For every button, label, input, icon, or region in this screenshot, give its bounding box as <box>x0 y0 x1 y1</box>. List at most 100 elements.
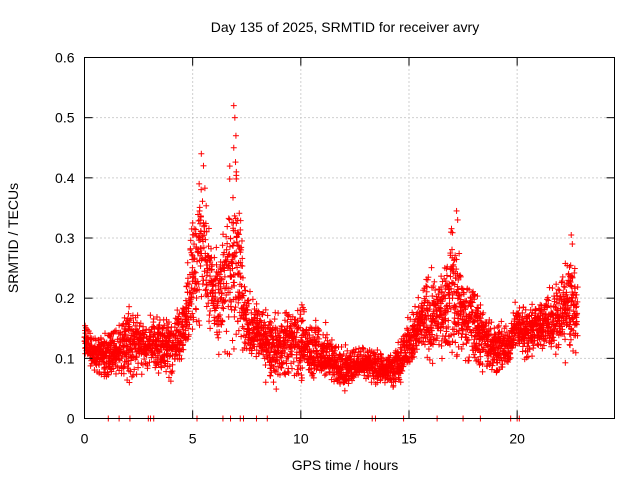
data-point <box>243 303 250 310</box>
data-point <box>294 342 301 349</box>
data-point <box>195 249 202 256</box>
data-point <box>184 336 191 343</box>
data-point <box>223 328 230 335</box>
data-point <box>111 328 118 335</box>
data-point <box>146 359 153 366</box>
data-point <box>260 309 267 316</box>
data-point <box>272 333 279 340</box>
data-point <box>267 372 274 379</box>
data-point <box>177 338 184 345</box>
data-point <box>227 235 234 242</box>
data-point <box>190 290 197 297</box>
data-point <box>123 343 130 350</box>
data-point <box>196 322 203 329</box>
data-point <box>221 273 228 280</box>
data-point <box>233 331 240 338</box>
data-point <box>197 263 204 270</box>
data-point <box>217 258 224 265</box>
data-point <box>178 355 185 362</box>
data-point <box>188 300 195 307</box>
data-point <box>244 306 251 313</box>
data-point <box>133 354 140 361</box>
data-point <box>280 359 287 366</box>
data-point <box>237 315 244 322</box>
data-point <box>211 314 218 321</box>
data-point <box>262 362 269 369</box>
data-point <box>219 289 226 296</box>
data-point <box>243 311 250 318</box>
data-point <box>191 268 198 275</box>
data-point <box>198 293 205 300</box>
data-point <box>166 363 173 370</box>
data-point <box>288 328 295 335</box>
data-point <box>187 237 194 244</box>
data-point <box>234 242 241 249</box>
data-point <box>199 281 206 288</box>
data-point <box>231 212 238 219</box>
data-point <box>220 231 227 238</box>
data-point <box>202 236 209 243</box>
data-point <box>218 275 225 282</box>
data-point <box>195 217 202 224</box>
data-point <box>165 338 172 345</box>
data-point <box>107 346 114 353</box>
data-point <box>277 371 284 378</box>
data-point <box>235 299 242 306</box>
data-point <box>193 287 200 294</box>
data-point <box>174 307 181 314</box>
data-point <box>217 295 224 302</box>
data-point <box>233 239 240 246</box>
data-point <box>134 312 141 319</box>
data-point <box>237 217 244 224</box>
data-point <box>242 287 249 294</box>
data-point <box>224 240 231 247</box>
data-point <box>189 264 196 271</box>
data-point <box>105 371 112 378</box>
data-point <box>140 334 147 341</box>
data-point <box>184 312 191 319</box>
data-point <box>184 259 191 266</box>
data-point <box>194 258 201 265</box>
data-point <box>199 273 206 280</box>
data-point <box>195 317 202 324</box>
data-point <box>198 186 205 193</box>
data-point <box>150 315 157 322</box>
data-point <box>165 324 172 331</box>
data-point <box>230 242 237 249</box>
data-point <box>245 300 252 307</box>
data-point <box>226 289 233 296</box>
data-point <box>189 310 196 317</box>
data-point <box>203 261 210 268</box>
data-point <box>196 234 203 241</box>
data-point <box>187 245 194 252</box>
data-point <box>219 318 226 325</box>
data-point <box>253 300 260 307</box>
data-point <box>126 303 133 310</box>
data-point <box>216 271 223 278</box>
data-point <box>127 368 134 375</box>
data-point <box>284 338 291 345</box>
data-point <box>240 325 247 332</box>
data-point <box>267 365 274 372</box>
data-point <box>275 363 282 370</box>
data-point <box>213 244 220 251</box>
data-point <box>165 319 172 326</box>
data-point <box>87 330 94 337</box>
data-point <box>188 285 195 292</box>
data-point <box>240 292 247 299</box>
data-point <box>218 318 225 325</box>
data-point <box>181 334 188 341</box>
data-point <box>207 325 214 332</box>
data-point <box>263 352 270 359</box>
data-point <box>231 279 238 286</box>
data-point <box>179 341 186 348</box>
data-point <box>214 302 221 309</box>
data-point <box>216 329 223 336</box>
data-point <box>270 339 277 346</box>
data-point <box>151 324 158 331</box>
data-point <box>203 228 210 235</box>
data-point <box>205 225 212 232</box>
data-point <box>230 253 237 260</box>
data-point <box>277 364 284 371</box>
data-point <box>192 269 199 276</box>
